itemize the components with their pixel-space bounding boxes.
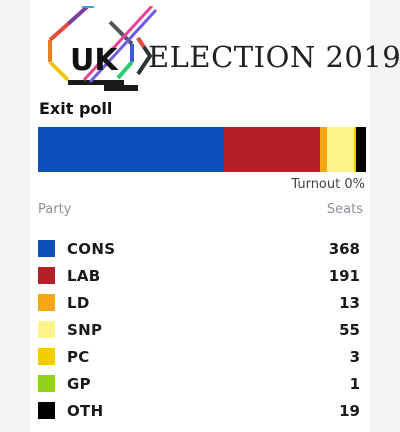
- party-color-swatch: [38, 240, 55, 257]
- party-row: OTH 19: [38, 398, 360, 425]
- party-seats: 1: [349, 375, 360, 393]
- party-name: OTH: [67, 402, 104, 420]
- party-name: GP: [67, 375, 91, 393]
- party-row: LD 13: [38, 290, 360, 317]
- bar-segment-snp: [326, 127, 355, 172]
- party-row: SNP 55: [38, 317, 360, 344]
- party-name: PC: [67, 348, 90, 366]
- party-color-swatch: [38, 402, 55, 419]
- logo-title: ELECTION 2019: [148, 40, 400, 74]
- party-color-swatch: [38, 321, 55, 338]
- party-color-swatch: [38, 267, 55, 284]
- party-row: CONS 368: [38, 236, 360, 263]
- left-margin: [0, 0, 30, 432]
- bar-segment-cons: [38, 127, 224, 172]
- bar-segment-ld: [320, 127, 327, 172]
- election-logo: UK ELECTION 2019: [40, 4, 400, 98]
- party-name: CONS: [67, 240, 116, 258]
- party-seats: 368: [328, 240, 360, 258]
- party-color-swatch: [38, 294, 55, 311]
- party-column-header: Party: [38, 202, 72, 217]
- seat-distribution-bar: [38, 127, 366, 172]
- panel: [30, 0, 370, 432]
- party-color-swatch: [38, 375, 55, 392]
- party-list: CONS 368 LAB 191 LD 13 SNP 55 PC 3 GP 1 OTH 19: [38, 236, 360, 425]
- seats-column-header: Seats: [326, 202, 363, 217]
- party-name: LD: [67, 294, 90, 312]
- turnout-value: 0%: [344, 177, 365, 192]
- party-row: PC 3: [38, 344, 360, 371]
- party-row: GP 1: [38, 371, 360, 398]
- ballot-box-logo-icon: UK: [48, 4, 158, 91]
- right-margin: [370, 0, 400, 432]
- party-seats: 3: [349, 348, 360, 366]
- party-color-swatch: [38, 348, 55, 365]
- party-name: SNP: [67, 321, 103, 339]
- bar-segment-pc: [354, 127, 356, 172]
- turnout-label: Turnout: [291, 177, 341, 192]
- party-seats: 19: [339, 402, 360, 420]
- logo-badge-text: UK: [70, 43, 119, 78]
- section-title: Exit poll: [39, 99, 113, 118]
- party-name: LAB: [67, 267, 101, 285]
- turnout-readout: Turnout 0%: [291, 177, 365, 192]
- bar-segment-lab: [223, 127, 321, 172]
- party-seats: 55: [339, 321, 360, 339]
- party-seats: 191: [328, 267, 360, 285]
- party-row: LAB 191: [38, 263, 360, 290]
- bar-segment-oth: [356, 127, 366, 172]
- party-seats: 13: [339, 294, 360, 312]
- bar-segment-gp: [355, 127, 357, 172]
